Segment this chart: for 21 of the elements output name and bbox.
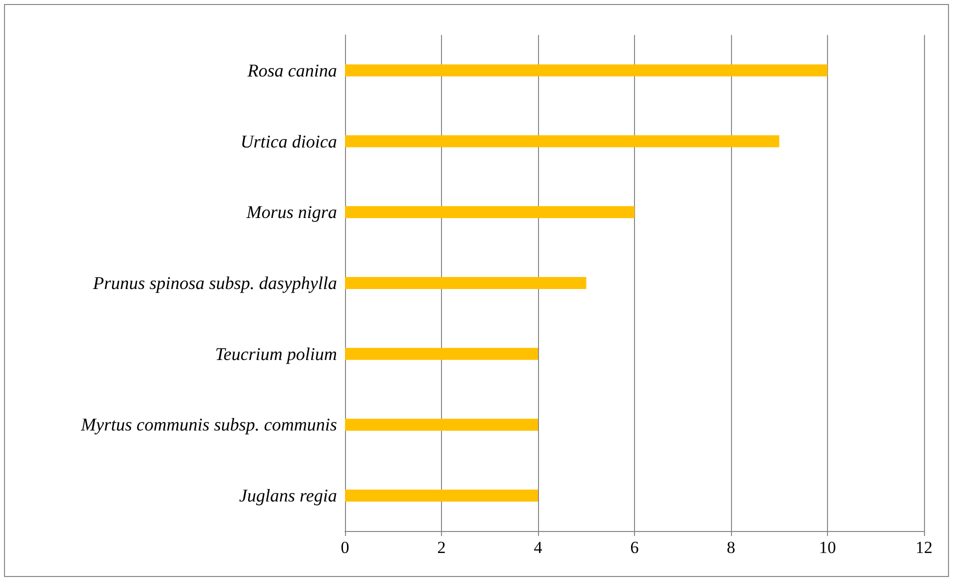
bar xyxy=(345,135,780,148)
bar xyxy=(345,277,586,289)
y-tick-label: Morus nigra xyxy=(245,202,337,222)
y-tick-label: Prunus spinosa subsp. dasyphylla xyxy=(92,273,337,293)
x-tick-label: 0 xyxy=(340,538,350,557)
y-tick-label: Juglans regia xyxy=(239,486,337,506)
x-tick-label: 8 xyxy=(726,538,736,557)
y-tick-label: Teucrium polium xyxy=(215,344,337,364)
x-tick-label: 12 xyxy=(916,538,932,557)
y-tick-label: Urtica dioica xyxy=(240,131,337,152)
bar xyxy=(345,418,538,431)
x-tick-label: 4 xyxy=(534,538,543,557)
x-tick-label: 6 xyxy=(630,538,639,557)
y-tick-label: Myrtus communis subsp. communis xyxy=(80,414,337,435)
bar xyxy=(345,348,538,360)
y-tick-label: Rosa canina xyxy=(246,60,337,80)
bar xyxy=(345,206,634,218)
x-tick-label: 10 xyxy=(819,538,836,557)
bar xyxy=(345,490,538,502)
x-tick-label: 2 xyxy=(437,538,446,557)
bar xyxy=(345,64,828,76)
